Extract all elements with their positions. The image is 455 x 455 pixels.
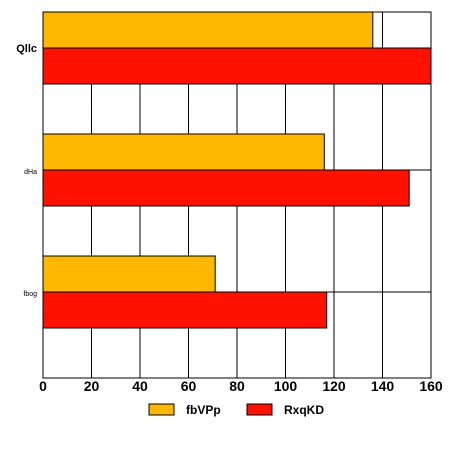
category-label: dHa: [24, 169, 37, 176]
x-tick-label: 40: [132, 378, 148, 394]
legend-label: fbVPp: [186, 403, 221, 417]
bar: [42, 47, 432, 85]
bar: [42, 169, 410, 207]
category-labels: Qllc dHa fbog: [16, 43, 37, 298]
category-label: Qllc: [16, 43, 37, 55]
bar: [42, 11, 374, 49]
bar: [42, 291, 328, 329]
legend-label: RxqKD: [284, 403, 324, 417]
bar: [42, 133, 325, 171]
legend-swatch: [246, 403, 273, 416]
plot-frame: [42, 11, 432, 379]
x-tick-label: 80: [229, 378, 245, 394]
x-tick-label: 0: [39, 378, 47, 394]
x-axis-ticks: 0 20 40 60 80 100 120 140 160: [39, 378, 443, 394]
legend: fbVPp RxqKD: [148, 403, 324, 417]
x-tick-label: 60: [181, 378, 197, 394]
x-tick-label: 160: [419, 378, 443, 394]
x-tick-label: 100: [274, 378, 298, 394]
bar: [42, 255, 216, 293]
category-label: fbog: [23, 291, 37, 298]
x-tick-label: 20: [84, 378, 100, 394]
x-tick-label: 140: [371, 378, 395, 394]
legend-swatch: [148, 403, 175, 416]
bars: [42, 11, 432, 329]
x-tick-label: 120: [322, 378, 346, 394]
